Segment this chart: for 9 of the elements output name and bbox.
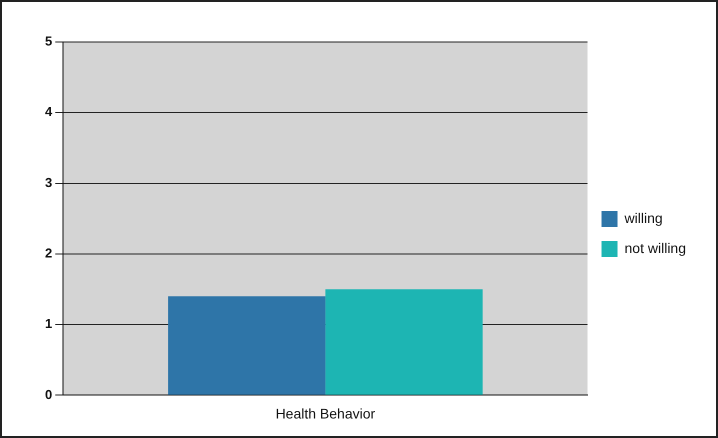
y-tick-label: 4 (44, 104, 53, 120)
y-tick-label: 0 (44, 386, 52, 402)
legend-label: not willing (624, 240, 686, 256)
y-tick-label: 5 (44, 34, 52, 49)
y-tick-label: 3 (44, 174, 52, 190)
legend-label: willing (624, 210, 663, 226)
y-tick-label: 2 (44, 246, 52, 260)
y-tick-label: 1 (44, 316, 52, 332)
x-tick-label: Health Behavior (276, 405, 376, 422)
